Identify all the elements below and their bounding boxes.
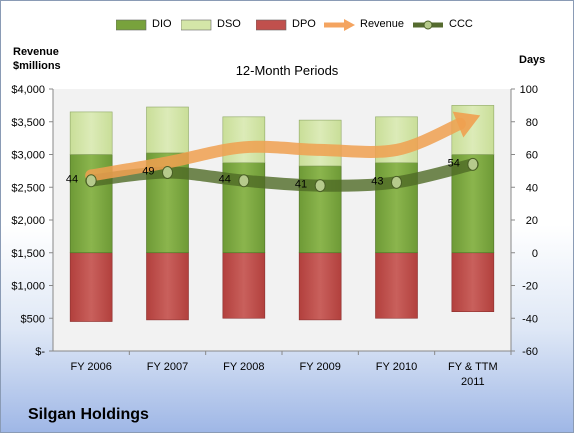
left-tick-label: $3,500 — [11, 117, 45, 129]
left-tick-label: $500 — [21, 313, 45, 325]
bar-dso — [146, 106, 189, 154]
left-tick-label: $2,500 — [11, 182, 45, 194]
right-tick-label: 80 — [526, 117, 538, 129]
bar-dpo — [298, 252, 342, 321]
ccc-data-label: 41 — [295, 179, 307, 191]
x-tick-label: FY 2010 — [376, 361, 417, 373]
ccc-line — [85, 158, 479, 192]
right-axis-title: Days — [519, 54, 546, 66]
ccc-data-label: 44 — [219, 174, 231, 186]
right-tick-label: -40 — [522, 313, 538, 325]
ccc-marker — [162, 166, 173, 180]
right-tick-label: 40 — [526, 182, 538, 194]
x-tick-label: FY 2007 — [147, 361, 188, 373]
right-tick-label: 60 — [526, 150, 538, 162]
legend-swatch-ccc — [413, 20, 443, 30]
x-tick-label: FY 2006 — [70, 361, 111, 373]
ccc-data-label: 54 — [448, 157, 460, 169]
legend: DIO DSO DPO Revenue CCC — [1, 15, 573, 35]
right-tick-label: 100 — [520, 84, 538, 96]
bar-dpo — [146, 252, 189, 321]
right-tick-label: -20 — [522, 281, 538, 293]
revenue-line — [85, 117, 466, 182]
legend-swatch-revenue — [324, 19, 355, 31]
bar-dpo — [222, 252, 266, 319]
left-axis-title-text: Revenue $millions — [13, 46, 61, 72]
x-tick-label: FY 2008 — [223, 361, 264, 373]
left-tick-label: $4,000 — [11, 84, 45, 96]
bar-dso — [298, 119, 342, 167]
x-tick-label: FY & TTM — [448, 361, 498, 373]
x-tick-label: 2011 — [461, 376, 485, 388]
bar-dpo — [375, 252, 418, 319]
ccc-marker — [238, 174, 250, 188]
x-tick-label: FY 2009 — [299, 361, 340, 373]
bar-dpo — [69, 252, 113, 322]
ccc-data-label: 44 — [66, 174, 78, 186]
ccc-marker — [391, 175, 402, 189]
legend-label-dso: DSO — [217, 18, 241, 30]
legend-swatch-dso — [181, 19, 212, 31]
left-tick-label: $3,000 — [11, 150, 45, 162]
right-tick-label: -60 — [522, 346, 538, 358]
left-tick-label: $1,000 — [11, 281, 45, 293]
bar-dpo — [451, 252, 495, 313]
left-axis-title: Revenue $millions — [13, 45, 61, 73]
bar-dso — [69, 111, 113, 155]
company-name: Silgan Holdings — [28, 406, 149, 423]
legend-label-ccc: CCC — [449, 18, 473, 30]
left-tick-label: $1,500 — [11, 248, 45, 260]
chart-subtitle: 12-Month Periods — [235, 63, 339, 78]
ccc-marker — [85, 174, 97, 188]
left-tick-label: $2,000 — [11, 215, 45, 227]
ccc-marker — [314, 179, 326, 193]
ccc-data-label: 43 — [371, 175, 383, 187]
bar-dso — [222, 116, 266, 163]
left-tick-label: $- — [35, 346, 45, 358]
legend-swatch-dio — [116, 19, 147, 31]
ccc-data-label: 49 — [142, 166, 154, 178]
right-tick-label: 0 — [532, 248, 538, 260]
legend-label-dpo: DPO — [292, 18, 316, 30]
legend-swatch-dpo — [256, 19, 287, 31]
legend-label-dio: DIO — [152, 18, 172, 30]
legend-label-revenue: Revenue — [360, 18, 405, 30]
ccc-marker — [467, 157, 479, 171]
revenue-arrowhead — [452, 111, 481, 138]
right-tick-label: 20 — [526, 215, 538, 227]
